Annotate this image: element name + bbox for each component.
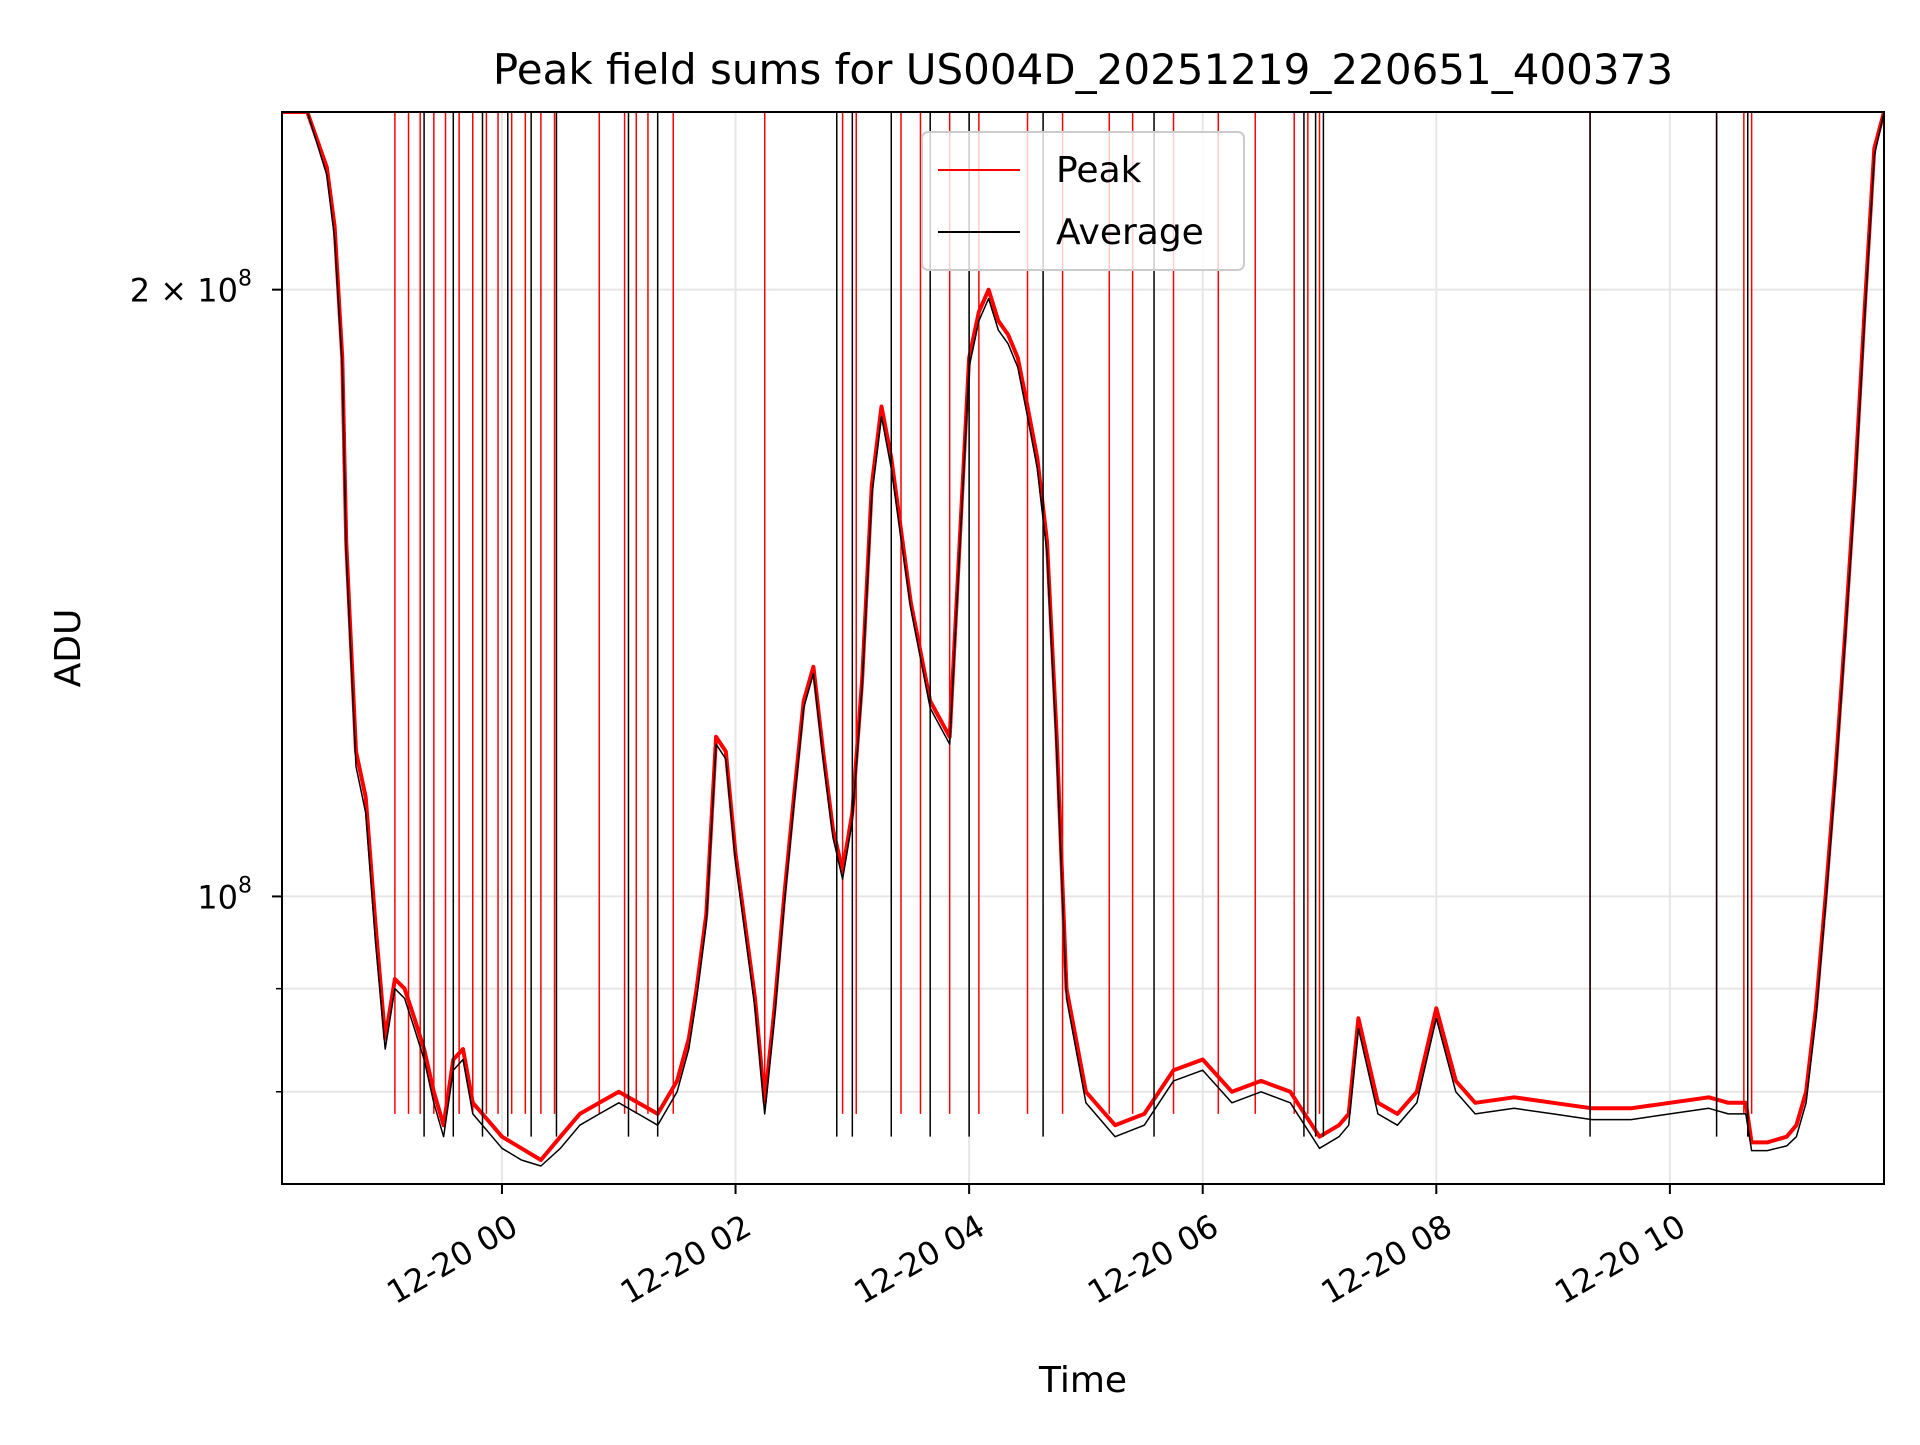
legend-label-average: Average: [1056, 212, 1204, 253]
y-tick-exponent: 8: [238, 873, 252, 898]
series-line-peak: [282, 112, 1884, 1162]
chart-title: Peak field sums for US004D_20251219_2206…: [493, 45, 1673, 94]
y-tick-label: 108: [197, 873, 252, 916]
series-line-average: [282, 112, 1884, 1167]
y-tick-mantissa: 2 × 10: [130, 272, 238, 310]
y-tick-exponent: 8: [238, 267, 252, 292]
y-tick-mantissa: 10: [197, 878, 238, 916]
y-tick-label: 2 × 108: [130, 267, 252, 310]
plot-series: [282, 112, 1884, 1167]
legend: Peak Average: [921, 131, 1245, 271]
y-axis-label: ADU: [48, 609, 89, 688]
legend-box: [921, 131, 1245, 271]
plot-frame: [281, 111, 1885, 1185]
legend-label-peak: Peak: [1056, 150, 1142, 191]
x-axis-label: Time: [1038, 1360, 1127, 1401]
